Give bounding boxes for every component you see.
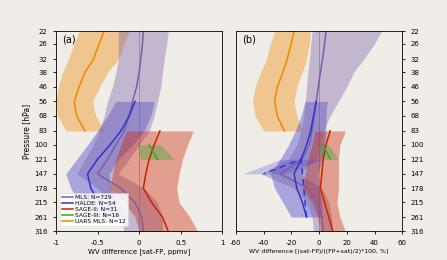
Text: (b): (b) (242, 34, 256, 44)
Y-axis label: Pressure [hPa]: Pressure [hPa] (22, 104, 31, 159)
Legend: MLS: N=729, HALOE: N=54, SAGE-II: N=31, SAGE-III: N=16, UARS MLS: N=12: MLS: N=729, HALOE: N=54, SAGE-II: N=31, … (60, 193, 128, 226)
Text: (a): (a) (63, 34, 76, 44)
X-axis label: WV difference [sat-FP, ppmv]: WV difference [sat-FP, ppmv] (88, 249, 190, 255)
X-axis label: WV difference [(sat-FP)/((FP+sat)/2)*100, %]: WV difference [(sat-FP)/((FP+sat)/2)*100… (249, 249, 389, 254)
